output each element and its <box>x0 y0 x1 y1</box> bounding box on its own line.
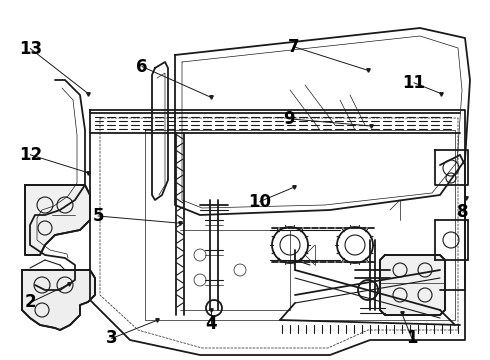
Text: 13: 13 <box>19 40 42 58</box>
Text: 8: 8 <box>457 203 469 221</box>
Text: 7: 7 <box>288 38 300 56</box>
Polygon shape <box>380 255 445 315</box>
Text: 1: 1 <box>406 329 417 347</box>
Polygon shape <box>25 185 90 255</box>
Text: 10: 10 <box>248 193 271 211</box>
Text: 12: 12 <box>19 146 42 164</box>
Polygon shape <box>22 270 95 330</box>
Text: 5: 5 <box>92 207 104 225</box>
Text: 3: 3 <box>106 329 118 347</box>
Text: 9: 9 <box>283 110 295 128</box>
Text: 2: 2 <box>24 293 36 311</box>
Text: 6: 6 <box>136 58 148 76</box>
Text: 11: 11 <box>403 74 425 92</box>
Text: 4: 4 <box>205 315 217 333</box>
